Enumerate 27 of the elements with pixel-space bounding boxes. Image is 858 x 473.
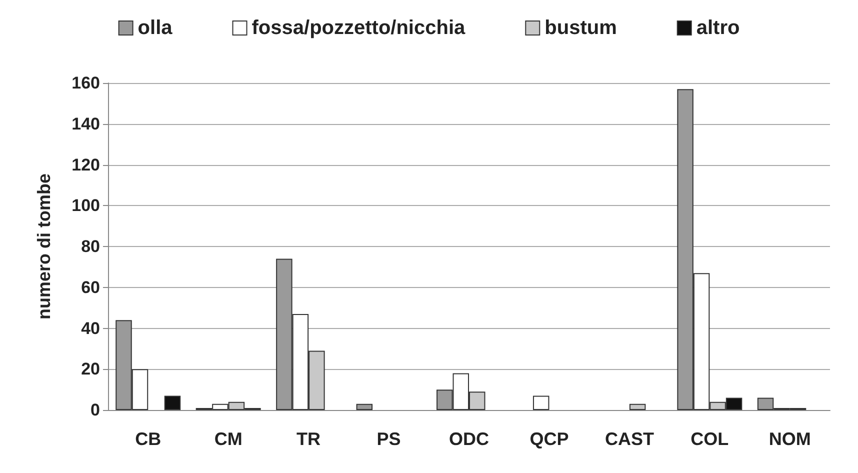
y-tick-label: 140: [72, 114, 100, 134]
y-tick-label: 20: [81, 360, 100, 379]
y-tick-label: 160: [72, 74, 100, 92]
y-tick-label: 100: [72, 196, 100, 216]
x-tick-label: CAST: [604, 429, 654, 449]
y-tick-label: 40: [81, 318, 100, 338]
x-tick-label: TR: [296, 429, 321, 449]
y-tick-label: 60: [81, 278, 100, 297]
legend-label: altro: [696, 17, 740, 39]
bar: [356, 404, 373, 410]
legend-label: fossa/pozzetto/nicchia: [252, 17, 466, 39]
x-tick-label: ODC: [449, 429, 489, 449]
legend-label: bustum: [544, 17, 617, 39]
x-tick-label: COL: [690, 429, 729, 449]
y-axis-title: numero di tombe: [34, 173, 54, 320]
legend-label: olla: [138, 17, 174, 39]
x-tick-label: CB: [135, 429, 162, 449]
y-tick-label: 120: [72, 155, 100, 174]
y-tick-label: 80: [81, 237, 100, 256]
x-tick-label: PS: [376, 429, 401, 449]
y-tick-label: 0: [90, 400, 100, 420]
x-tick-label: QCP: [530, 429, 569, 449]
bar: [164, 396, 181, 410]
x-tick-label: CM: [214, 429, 242, 449]
bar: [629, 404, 646, 410]
bar: [532, 396, 550, 410]
x-tick-label: NOM: [768, 429, 811, 449]
